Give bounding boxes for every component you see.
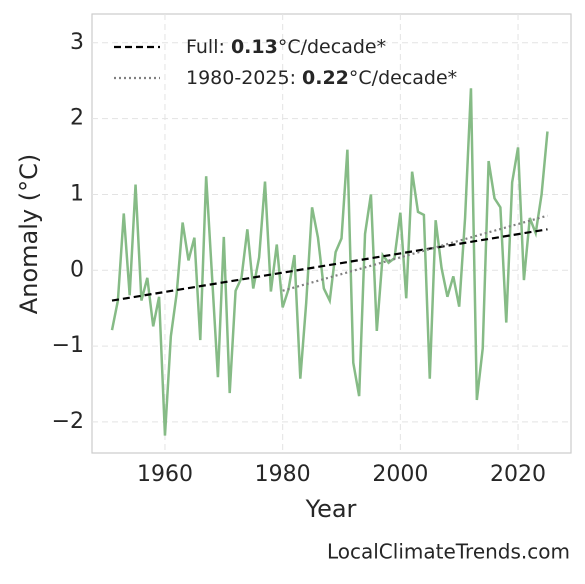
plot-area: [91, 13, 572, 454]
y-tick-label: −2: [52, 409, 84, 434]
y-tick-label: 1: [70, 181, 84, 206]
legend-unit: °C/decade*: [278, 36, 386, 58]
y-tick-label: 0: [70, 257, 84, 282]
legend-prefix: Full:: [186, 36, 231, 58]
x-axis-label: Year: [305, 495, 357, 523]
y-tick-label: 2: [70, 106, 84, 131]
anomaly-line: [110, 88, 549, 436]
x-tick-label: 2000: [372, 462, 428, 487]
y-tick-label: −1: [52, 333, 84, 358]
y-axis-label: Anomaly (°C): [15, 154, 43, 314]
trend-line: [111, 228, 548, 302]
trend-line: [282, 214, 548, 292]
x-tick-label: 2020: [490, 462, 546, 487]
y-tick-label: 3: [70, 30, 84, 55]
legend-label: Full: 0.13°C/decade*: [186, 36, 386, 58]
legend-prefix: 1980-2025:: [186, 67, 302, 89]
footer: LocalClimateTrends.com: [327, 540, 570, 564]
legend-label: 1980-2025: 0.22°C/decade*: [186, 67, 457, 89]
legend-unit: °C/decade*: [349, 67, 457, 89]
legend-rate: 0.13: [231, 36, 278, 58]
legend-rate: 0.22: [302, 67, 349, 89]
x-tick-label: 1980: [255, 462, 311, 487]
x-tick-label: 1960: [137, 462, 193, 487]
